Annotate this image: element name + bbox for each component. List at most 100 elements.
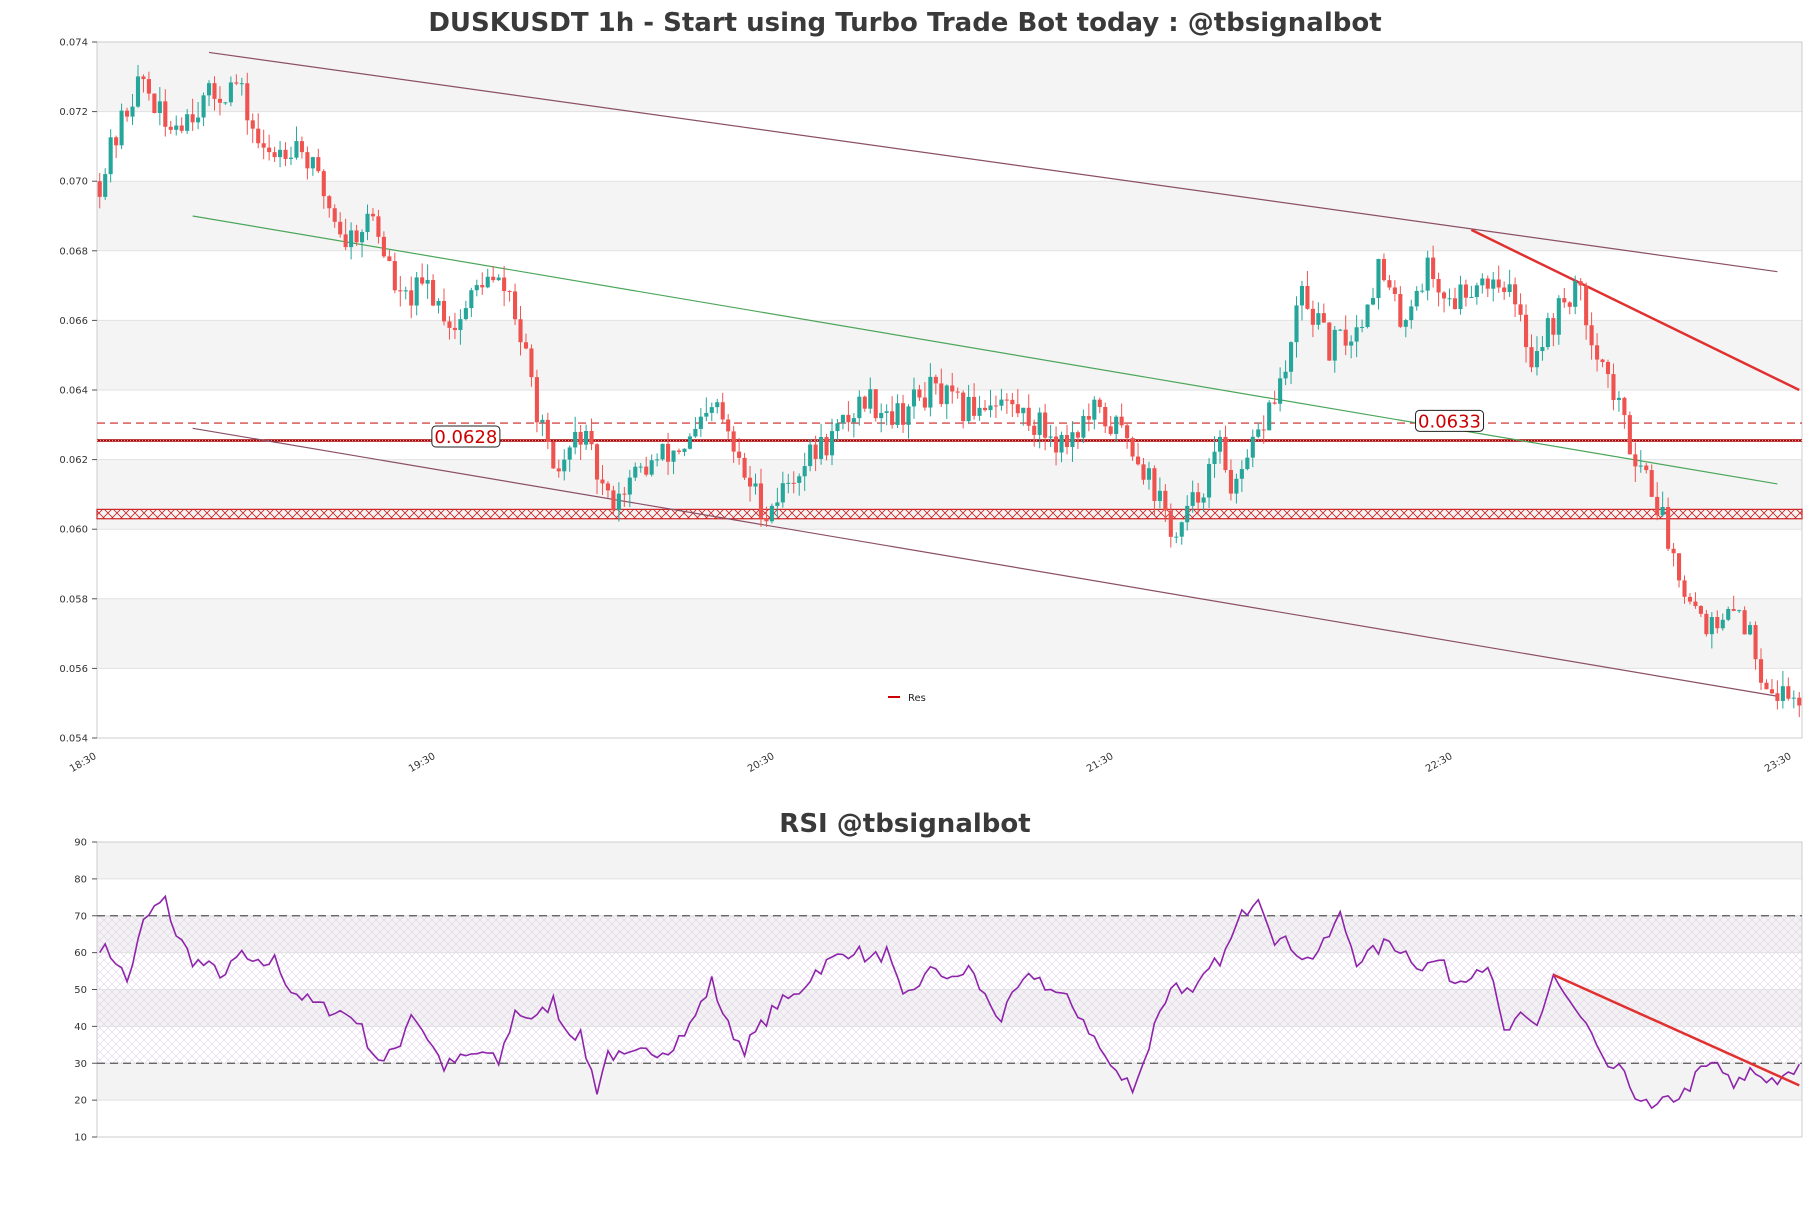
price-y-tick-label: 0.068 xyxy=(59,246,88,257)
candle xyxy=(1507,269,1512,297)
candle xyxy=(398,275,403,307)
candle-body xyxy=(1081,416,1086,438)
candle-body xyxy=(660,443,665,460)
rsi-y-tick-label: 80 xyxy=(74,874,87,885)
candle-body xyxy=(1283,371,1288,379)
candle xyxy=(1589,312,1594,360)
candle xyxy=(1174,532,1179,544)
candle-body xyxy=(1217,436,1223,452)
candle xyxy=(288,146,294,166)
candle-body xyxy=(1720,619,1725,629)
candle-body xyxy=(1562,298,1567,303)
candle xyxy=(824,433,829,461)
candle-body xyxy=(425,279,430,284)
candle-body xyxy=(1032,425,1037,435)
price-x-axis: 18:30 19:30 20:30 21:30 22:30 23:30 xyxy=(68,751,1793,775)
price-y-axis: 0.074 0.072 0.070 0.068 0.066 0.064 0.062 0.060… xyxy=(59,38,97,745)
candle xyxy=(1655,482,1660,521)
rsi-y-tick-label: 20 xyxy=(74,1096,87,1107)
candle-body xyxy=(1305,285,1310,309)
candle xyxy=(567,445,572,472)
candle xyxy=(447,316,452,340)
candle xyxy=(786,473,791,494)
candle xyxy=(1196,482,1201,516)
candle-body xyxy=(758,483,764,519)
candle xyxy=(299,136,304,159)
candle-body xyxy=(1168,510,1173,537)
candle xyxy=(944,384,949,419)
candle xyxy=(152,93,157,114)
candle xyxy=(868,377,873,414)
candle-body xyxy=(1578,281,1583,286)
candle xyxy=(1135,442,1141,466)
candle xyxy=(185,109,190,134)
candle xyxy=(502,265,507,307)
candle xyxy=(753,473,758,495)
candle-body xyxy=(174,125,179,130)
candle-body xyxy=(201,95,206,118)
candle-body xyxy=(1059,435,1064,453)
candle xyxy=(201,92,206,127)
candle xyxy=(534,369,539,433)
candle xyxy=(1622,396,1627,429)
candle-body xyxy=(666,443,671,462)
candle xyxy=(1310,300,1315,338)
candle-body xyxy=(1256,429,1261,437)
candle xyxy=(469,287,474,318)
candle-body xyxy=(431,279,436,306)
candle-body xyxy=(1370,298,1376,305)
candle xyxy=(1190,480,1195,513)
candle xyxy=(1212,436,1217,478)
candle xyxy=(1523,304,1529,363)
candle xyxy=(1141,458,1146,485)
candle xyxy=(589,418,594,451)
candle xyxy=(272,146,277,162)
candle-body xyxy=(1064,435,1070,448)
price-x-tick-label: 21:30 xyxy=(1085,751,1115,775)
candle xyxy=(655,453,660,467)
candle xyxy=(966,384,971,424)
candle xyxy=(1207,457,1212,508)
candle xyxy=(1163,484,1168,523)
candle-body xyxy=(518,319,523,343)
candle xyxy=(332,204,337,228)
candle-body xyxy=(343,234,348,248)
candle xyxy=(1540,336,1545,361)
candle-body xyxy=(1649,470,1654,497)
legend-label: Res xyxy=(908,693,926,704)
candle-body xyxy=(1135,456,1141,465)
candle xyxy=(1748,621,1753,636)
candle xyxy=(698,408,703,437)
candle-body xyxy=(966,396,971,422)
candle xyxy=(982,399,988,412)
candle-body xyxy=(1551,318,1556,335)
candle xyxy=(797,473,802,496)
candle-body xyxy=(939,383,944,405)
candle xyxy=(660,443,665,461)
candle xyxy=(316,148,321,174)
candle xyxy=(1425,250,1430,301)
candle xyxy=(562,449,567,481)
candle-body xyxy=(534,377,539,423)
candle-body xyxy=(496,277,501,281)
candle xyxy=(523,333,529,350)
candle-body xyxy=(1715,617,1720,629)
candle xyxy=(791,471,796,494)
candle-body xyxy=(1622,397,1627,416)
candle xyxy=(1185,495,1190,531)
candle-body xyxy=(1130,438,1135,457)
candle-body xyxy=(1753,625,1758,660)
candle-body xyxy=(928,376,933,408)
candle xyxy=(425,264,430,299)
candle xyxy=(1611,363,1616,411)
candle-body xyxy=(1316,313,1321,325)
candle-body xyxy=(1518,304,1523,315)
candle-body xyxy=(797,476,802,483)
candle-body xyxy=(414,277,419,306)
price-annotation: 0.0628 xyxy=(431,425,501,448)
candle xyxy=(1502,281,1507,300)
candle xyxy=(600,465,605,496)
candle-body xyxy=(1698,606,1703,614)
candle xyxy=(890,396,895,429)
price-bands xyxy=(97,42,1802,669)
